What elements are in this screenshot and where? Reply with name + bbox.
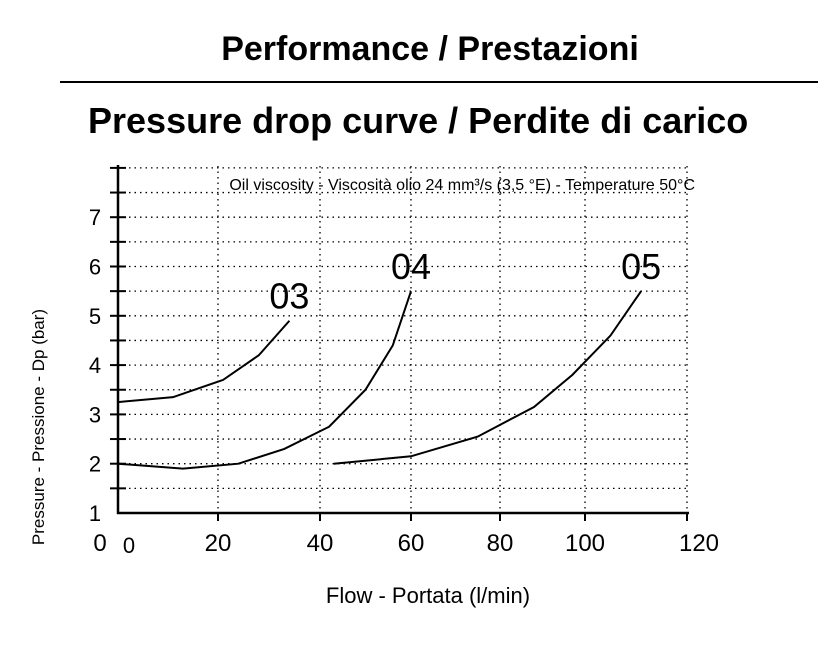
chart-annotation: Oil viscosity - Viscosità olio 24 mm³/s … <box>229 177 695 194</box>
x-axis-label: Flow - Portata (l/min) <box>326 583 530 608</box>
y-tick-label: 7 <box>89 205 101 230</box>
series-label-03: 03 <box>269 276 309 317</box>
x-tick-label: 60 <box>398 530 425 557</box>
page-title: Performance / Prestazioni <box>221 30 639 68</box>
divider <box>60 81 818 83</box>
series-line-03 <box>117 320 291 404</box>
x-tick-label: 120 <box>679 530 719 557</box>
y-axis-label: Pressure - Pressione - Dp (bar) <box>29 309 48 545</box>
y-tick-label: 5 <box>89 304 101 329</box>
series-line-04 <box>117 290 412 470</box>
x-tick-label: 20 <box>205 530 232 557</box>
x-tick-label: 40 <box>307 530 334 557</box>
chart-title: Pressure drop curve / Perdite di carico <box>88 100 749 141</box>
x-tick-label: 0 <box>93 530 106 557</box>
x-tick-label: 100 <box>565 530 605 557</box>
y-tick-label: 1 <box>89 501 101 526</box>
y-tick-label: 6 <box>89 255 101 280</box>
series-label-04: 04 <box>391 246 431 287</box>
y-tick-label: 3 <box>89 402 101 427</box>
x-extra-label: 0 <box>123 533 135 558</box>
y-tick-label: 4 <box>89 353 101 378</box>
y-tick-label: 2 <box>89 452 101 477</box>
x-tick-label: 80 <box>487 530 514 557</box>
series-label-05: 05 <box>621 246 661 287</box>
series-line-05 <box>333 290 642 465</box>
